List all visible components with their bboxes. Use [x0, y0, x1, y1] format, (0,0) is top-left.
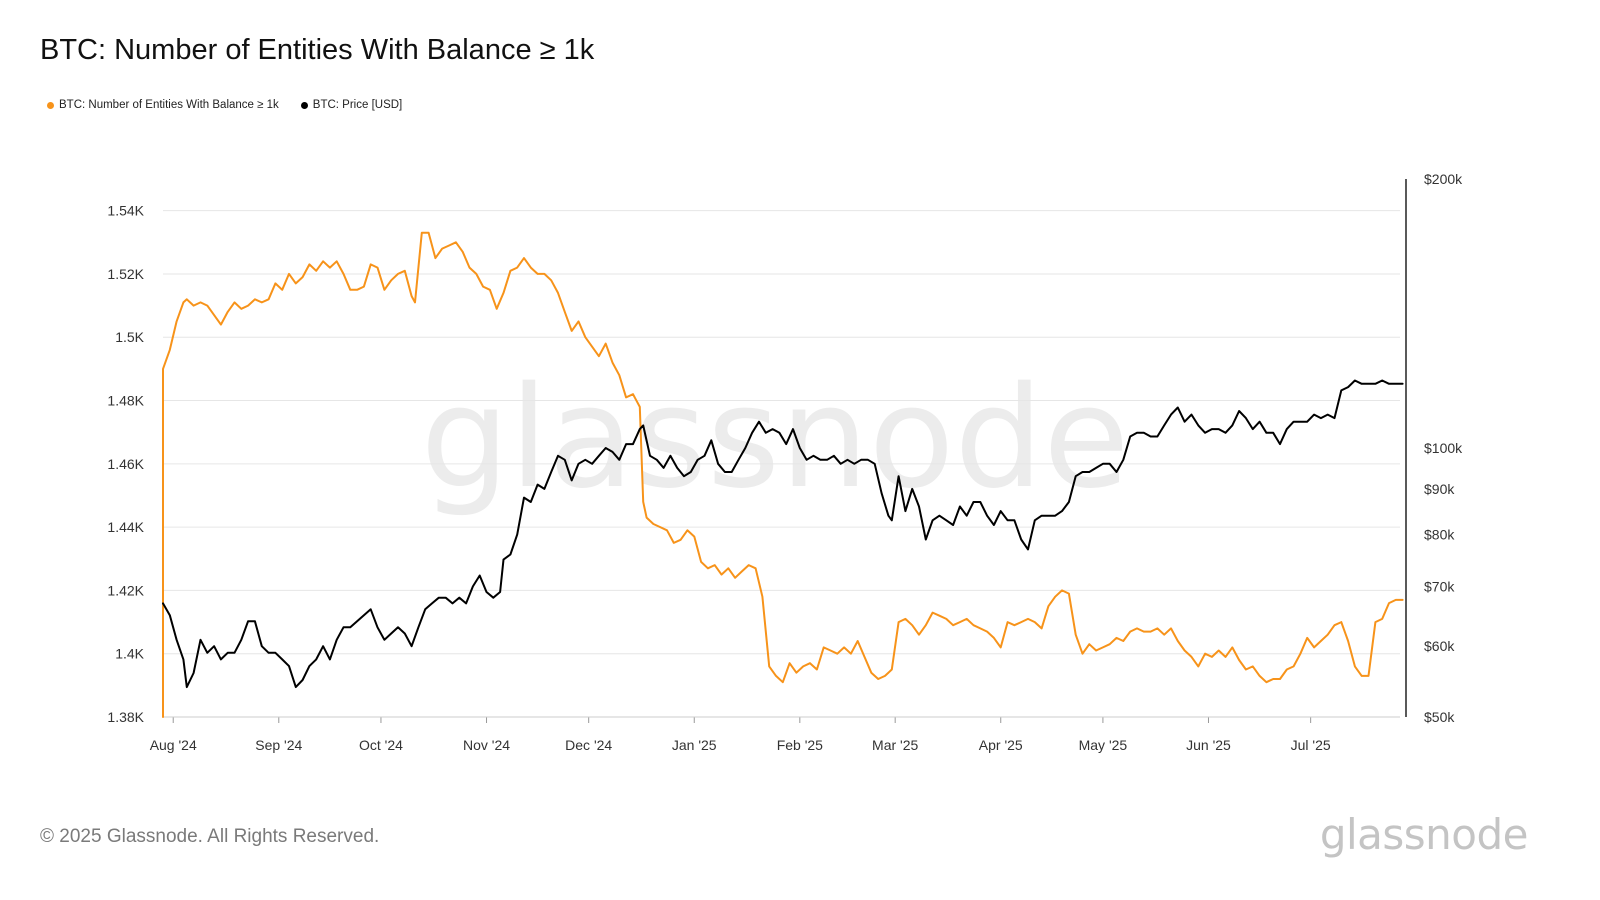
- glassnode-logo: glassnode: [1319, 810, 1529, 859]
- y-right-tick-label: $60k: [1424, 638, 1455, 654]
- x-tick-label: Jun '25: [1186, 737, 1231, 753]
- grid: [163, 210, 1400, 718]
- y-axis-left: 1.38K 1.4K 1.42K 1.44K 1.46K 1.48K 1.5K 1.52K 1.…: [107, 203, 144, 725]
- entities-balance-line: [162, 231, 1404, 718]
- x-axis: Aug '24 Sep '24 Oct '24 Nov '24 Dec '24 Jan '…: [150, 716, 1400, 753]
- y-right-tick-label: $90k: [1424, 481, 1455, 497]
- btc-price-line: [162, 379, 1404, 689]
- y-left-tick-label: 1.48K: [107, 393, 144, 409]
- x-tick-label: Mar '25: [872, 737, 918, 753]
- x-tick-label: Oct '24: [359, 737, 403, 753]
- y-left-tick-label: 1.38K: [107, 709, 144, 725]
- watermark: glassnode: [421, 357, 1130, 520]
- x-tick-label: Aug '24: [150, 737, 197, 753]
- y-right-tick-label: $80k: [1424, 527, 1455, 543]
- y-left-tick-label: 1.5K: [115, 329, 144, 345]
- legend-item-entities[interactable]: BTC: Number of Entities With Balance ≥ 1…: [47, 99, 279, 111]
- legend-label-price: BTC: Price [USD]: [312, 99, 403, 111]
- series-group: [162, 231, 1404, 718]
- legend-item-price[interactable]: BTC: Price [USD]: [300, 99, 403, 111]
- legend: BTC: Number of Entities With Balance ≥ 1…: [47, 99, 402, 111]
- y-right-tick-label: $50k: [1424, 709, 1455, 725]
- copyright-footer: © 2025 Glassnode. All Rights Reserved.: [40, 826, 380, 847]
- y-right-tick-label: $100k: [1424, 440, 1463, 456]
- legend-marker-price: [300, 101, 308, 109]
- y-left-tick-label: 1.4K: [115, 646, 144, 662]
- legend-label-entities: BTC: Number of Entities With Balance ≥ 1…: [59, 99, 279, 111]
- x-tick-label: Jul '25: [1291, 737, 1331, 753]
- y-left-tick-label: 1.42K: [107, 582, 144, 598]
- x-tick-label: Apr '25: [979, 737, 1023, 753]
- x-tick-label: Dec '24: [565, 737, 612, 753]
- x-tick-label: Feb '25: [777, 737, 823, 753]
- y-right-tick-label: $70k: [1424, 578, 1455, 594]
- x-tick-label: Nov '24: [463, 737, 510, 753]
- x-tick-label: Jan '25: [672, 737, 717, 753]
- y-left-tick-label: 1.54K: [107, 203, 144, 219]
- y-left-tick-label: 1.44K: [107, 519, 144, 535]
- y-axis-right: $50k $60k $70k $80k $90k $100k $200k: [1405, 171, 1463, 725]
- chart-title: BTC: Number of Entities With Balance ≥ 1…: [40, 34, 595, 66]
- y-left-tick-label: 1.52K: [107, 266, 144, 282]
- x-tick-label: Sep '24: [255, 737, 302, 753]
- x-tick-label: May '25: [1079, 737, 1128, 753]
- y-right-tick-label: $200k: [1424, 171, 1463, 187]
- y-left-tick-label: 1.46K: [107, 456, 144, 472]
- legend-marker-entities: [47, 101, 54, 109]
